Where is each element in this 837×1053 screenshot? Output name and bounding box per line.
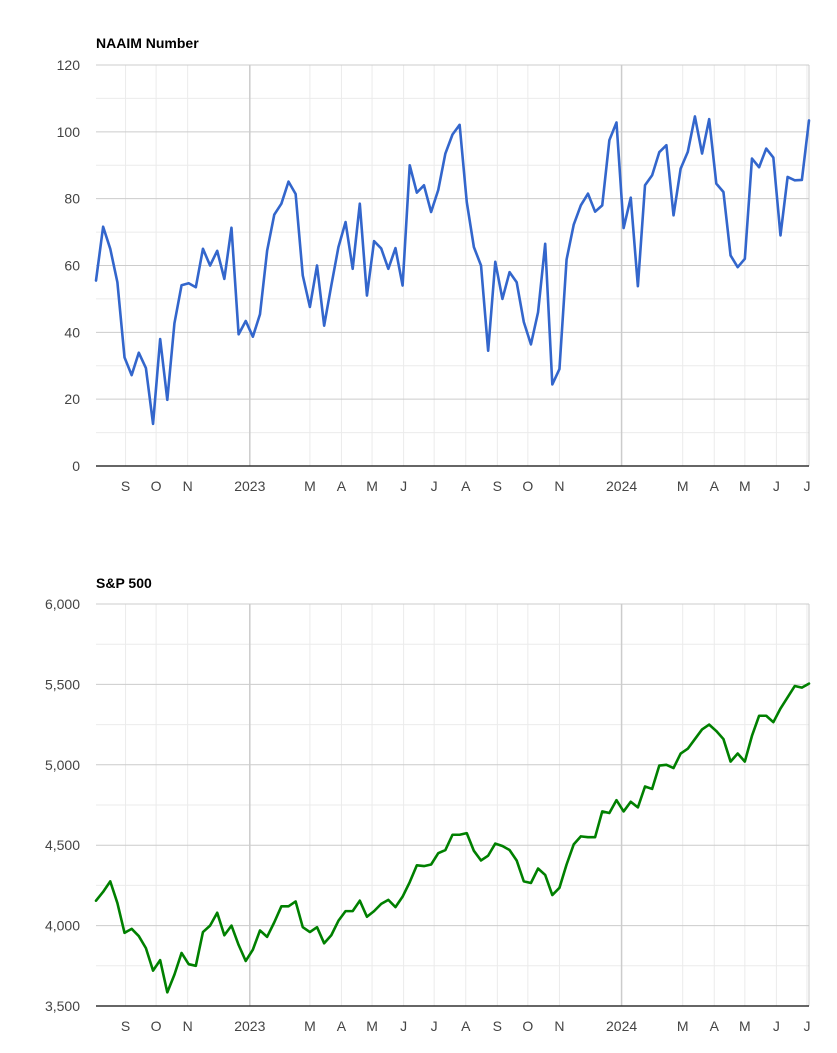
y-tick-label: 60 [64, 258, 80, 274]
x-tick-label: M [677, 478, 689, 494]
x-tick-label: 2023 [234, 1018, 265, 1034]
x-tick-label: M [304, 478, 316, 494]
x-tick-label: S [121, 1018, 130, 1034]
sp500-series-line [94, 682, 811, 994]
x-tick-label: M [366, 1018, 378, 1034]
sp500-chart: S&P 500 3,500 4,000 4,500 5,000 5,500 6,000 S O… [45, 575, 811, 1034]
y-tick-label: 5,500 [45, 676, 80, 692]
x-tick-label: O [151, 1018, 162, 1034]
x-tick-label: M [366, 478, 378, 494]
x-tick-label: A [337, 1018, 347, 1034]
y-tick-label: 4,000 [45, 918, 80, 934]
y-tick-label: 6,000 [45, 596, 80, 612]
x-tick-label: N [554, 478, 564, 494]
x-tick-label: 2024 [606, 1018, 637, 1034]
x-tick-label: A [337, 478, 347, 494]
x-tick-label: J [773, 478, 780, 494]
x-tick-label: J [773, 1018, 780, 1034]
x-tick-label: O [522, 1018, 533, 1034]
x-tick-label: N [183, 1018, 193, 1034]
x-tick-label: J [400, 1018, 407, 1034]
y-tick-label: 20 [64, 391, 80, 407]
y-tick-label: 4,500 [45, 837, 80, 853]
y-tick-label: 100 [57, 124, 81, 140]
x-tick-label: A [710, 478, 720, 494]
x-tick-label: 2024 [606, 478, 637, 494]
x-tick-label: S [493, 478, 502, 494]
x-tick-label: S [493, 1018, 502, 1034]
x-tick-label: M [304, 1018, 316, 1034]
x-tick-label: J [400, 478, 407, 494]
naaim-chart: NAAIM Number 0 20 40 60 80 100 120 S O N 2023 M A M J J… [57, 35, 811, 494]
x-tick-label: N [554, 1018, 564, 1034]
x-tick-label: A [461, 1018, 471, 1034]
x-tick-label: J [431, 478, 438, 494]
chart-title-sp500: S&P 500 [96, 575, 152, 591]
grid-sp500 [96, 603, 810, 1006]
y-tick-label: 0 [72, 458, 80, 474]
x-tick-label: M [739, 1018, 751, 1034]
y-tick-label: 80 [64, 191, 80, 207]
y-tick-label: 3,500 [45, 998, 80, 1014]
y-tick-label: 120 [57, 57, 81, 73]
x-tick-label: O [522, 478, 533, 494]
x-tick-label: J [803, 1018, 810, 1034]
x-tick-label: A [710, 1018, 720, 1034]
x-tick-label: J [431, 1018, 438, 1034]
x-tick-label: 2023 [234, 478, 265, 494]
chart-title-naaim: NAAIM Number [96, 35, 199, 51]
x-tick-label: M [739, 478, 751, 494]
x-tick-label: N [183, 478, 193, 494]
x-tick-label: O [151, 478, 162, 494]
x-tick-label: M [677, 1018, 689, 1034]
x-tick-label: J [803, 478, 810, 494]
y-tick-label: 5,000 [45, 757, 80, 773]
naaim-series-line [94, 115, 811, 426]
x-tick-label: S [121, 478, 130, 494]
y-tick-label: 40 [64, 324, 80, 340]
grid-naaim [96, 64, 810, 466]
x-tick-label: A [461, 478, 471, 494]
